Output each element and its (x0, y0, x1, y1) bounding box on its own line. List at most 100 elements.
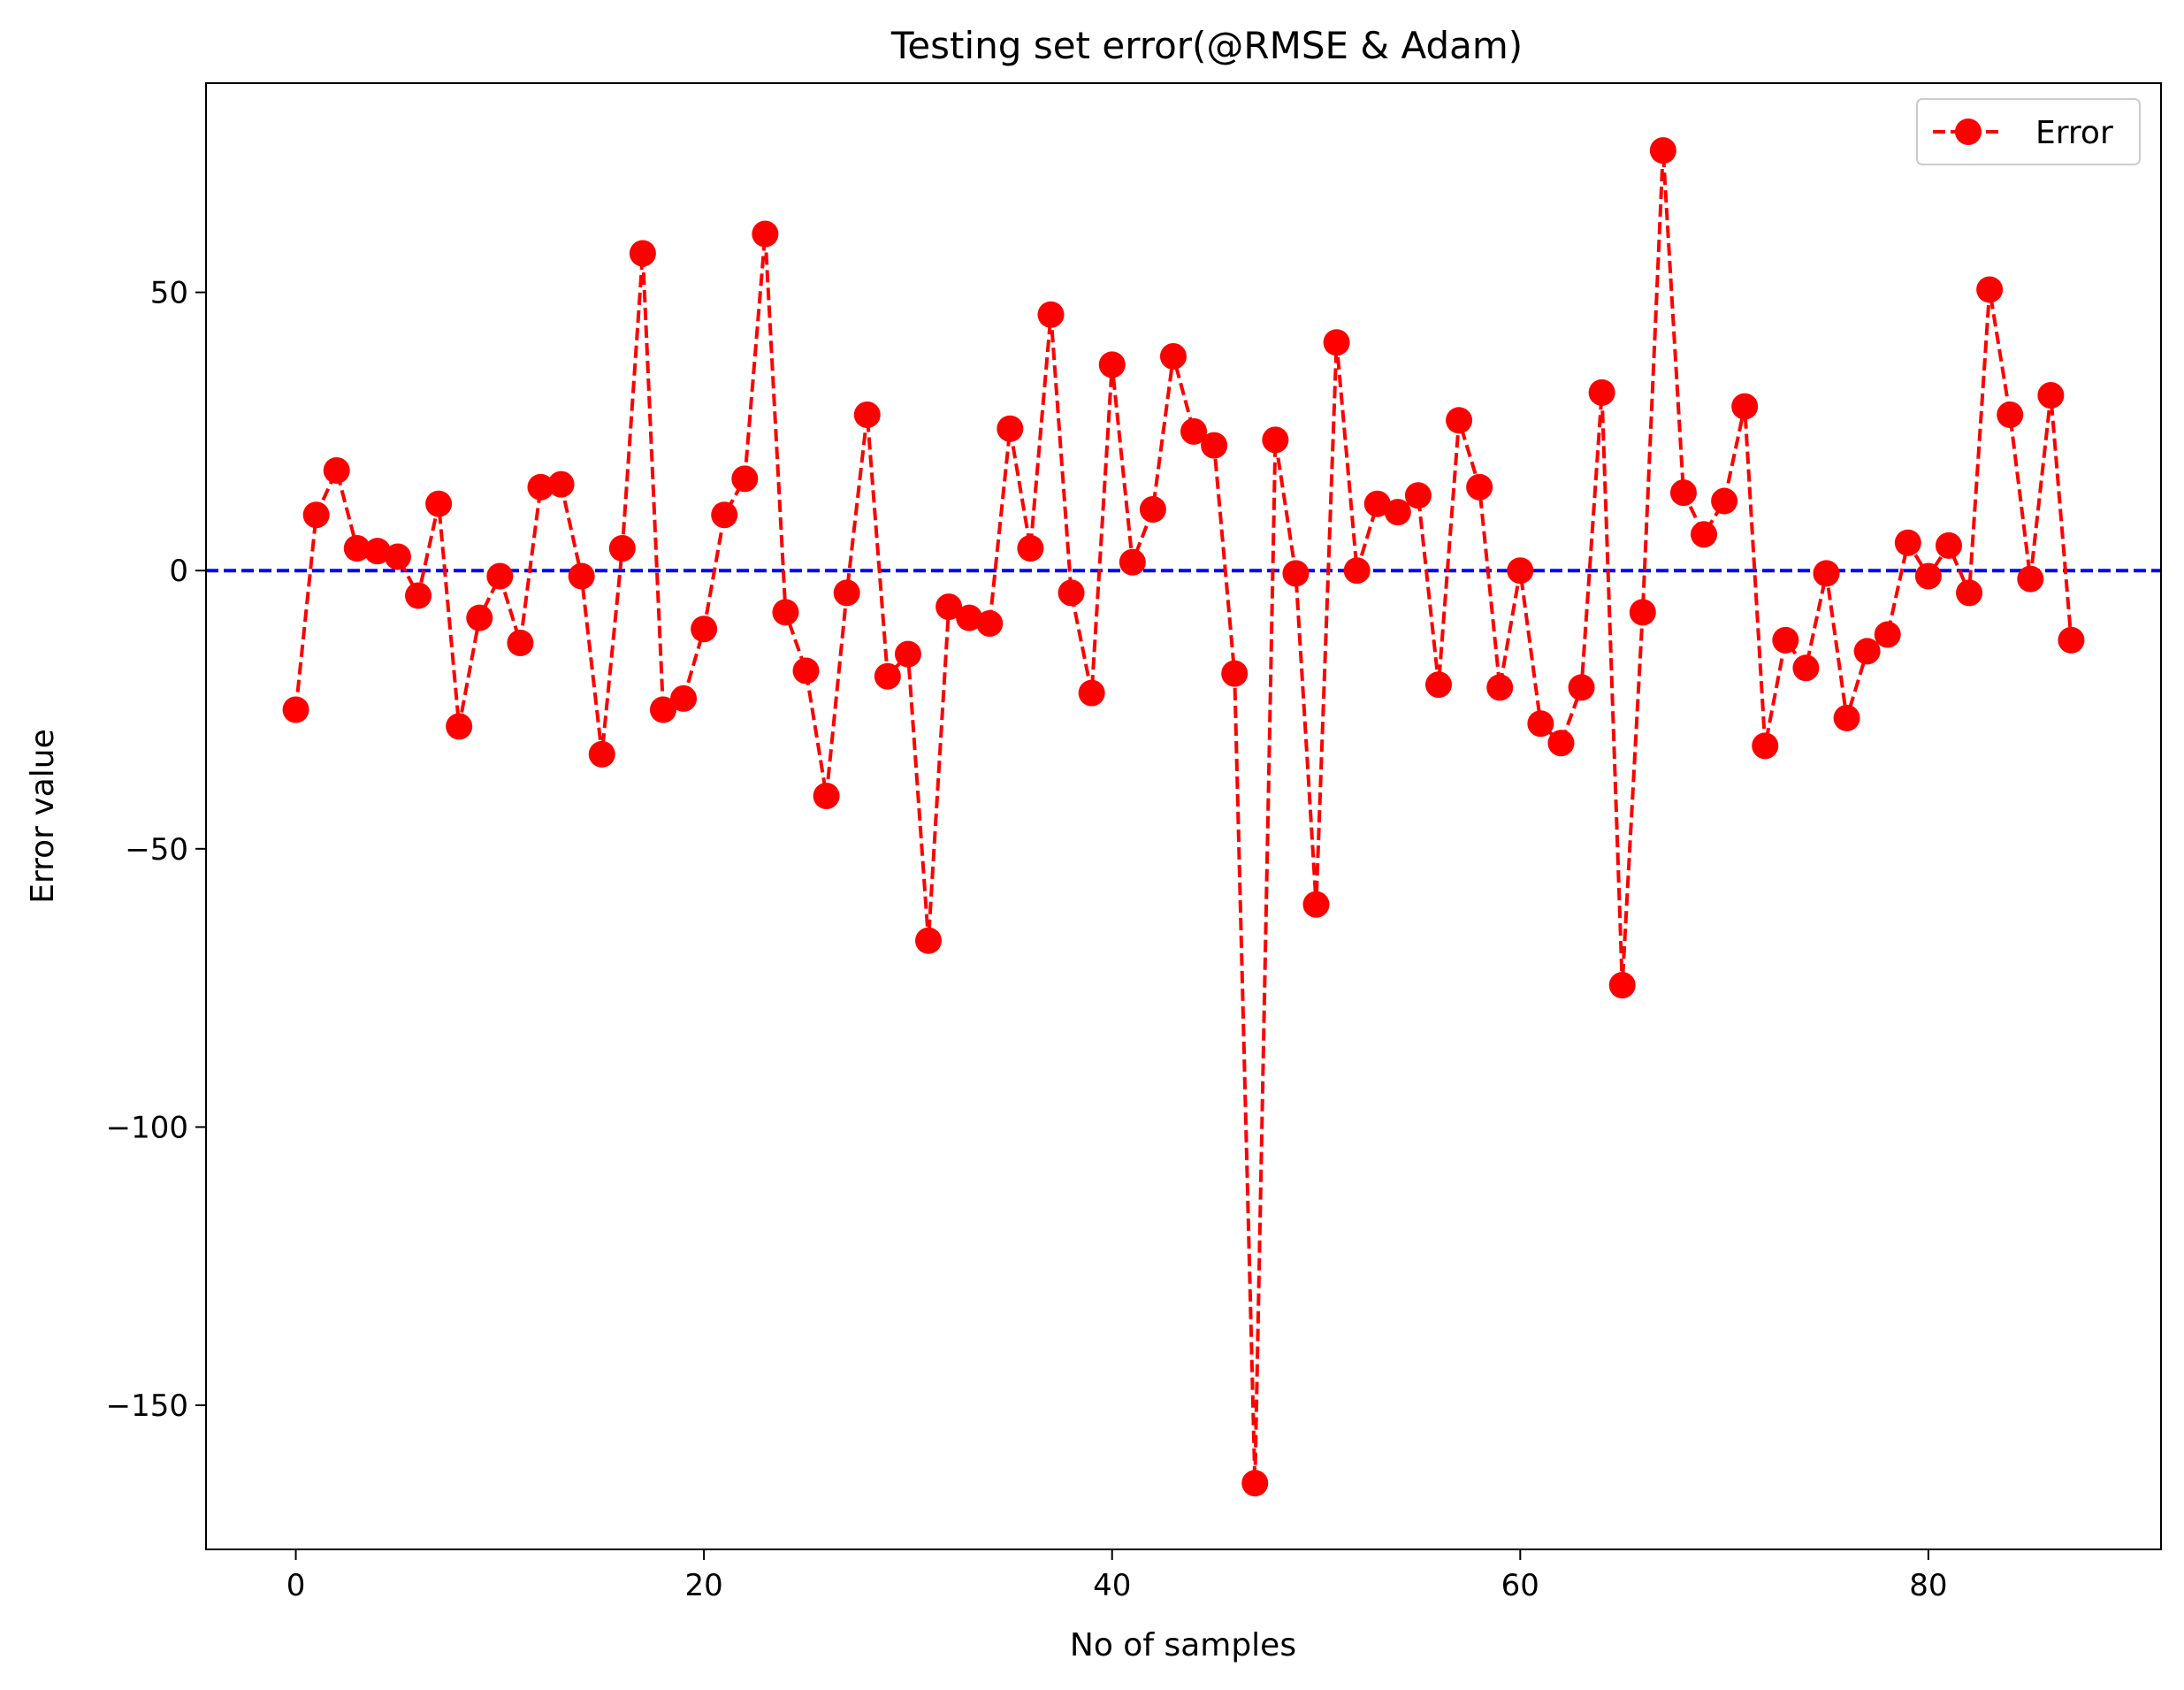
error-point (956, 604, 983, 631)
error-point (527, 473, 554, 501)
error-point (2037, 381, 2065, 409)
error-point (507, 629, 534, 656)
error-point (1017, 535, 1044, 562)
error-point (976, 609, 1004, 637)
error-point (1711, 487, 1738, 515)
x-axis-ticks: 0 20 40 60 80 (286, 1549, 1948, 1603)
error-point (1976, 276, 2004, 303)
error-point (1037, 301, 1065, 328)
error-point (752, 220, 779, 248)
error-point (997, 415, 1024, 442)
error-point (2058, 626, 2085, 654)
error-point (1568, 674, 1595, 701)
error-point (486, 562, 514, 590)
error-point (1098, 351, 1126, 379)
error-point (343, 535, 370, 562)
error-point (1588, 379, 1615, 406)
error-point (1404, 482, 1432, 509)
error-point (792, 657, 820, 684)
error-point (1997, 401, 2024, 429)
error-point (1119, 548, 1146, 576)
error-point (894, 640, 921, 668)
error-point (1507, 557, 1534, 585)
error-point (1813, 560, 1840, 587)
error-point (1752, 732, 1779, 760)
error-point (1180, 417, 1208, 445)
error-point (1853, 638, 1881, 665)
legend: Error (1916, 98, 2141, 165)
error-point (1323, 329, 1350, 356)
error-point (323, 456, 350, 484)
error-point (629, 240, 656, 267)
error-point (1731, 393, 1759, 420)
error-point (1139, 495, 1166, 523)
error-point (1691, 521, 1718, 548)
x-tick-label: 40 (1093, 1568, 1131, 1603)
x-axis-title: No of samples (1070, 1627, 1296, 1663)
error-point (1241, 1470, 1269, 1497)
error-point (425, 490, 453, 517)
plot-layer (206, 137, 2161, 1497)
error-point (1629, 599, 1656, 626)
x-tick-label: 0 (286, 1568, 306, 1603)
error-point (568, 562, 595, 590)
error-point (1384, 499, 1411, 526)
error-point (446, 713, 473, 740)
error-point (833, 579, 860, 607)
error-point (935, 593, 963, 621)
error-point (813, 783, 840, 810)
error-point (1058, 579, 1085, 607)
legend-label: Error (2035, 115, 2113, 151)
error-point (874, 662, 901, 690)
error-point (1649, 137, 1676, 164)
error-point (670, 684, 698, 712)
error-point (302, 501, 330, 529)
error-point (282, 696, 309, 723)
error-point (1792, 654, 1820, 682)
error-point (608, 535, 636, 562)
error-point (1935, 531, 1962, 559)
error-point (1343, 557, 1371, 585)
y-axis-title: Error value (25, 729, 61, 904)
error-point (1956, 579, 1983, 607)
error-point (405, 582, 432, 609)
error-point (853, 401, 881, 429)
error-point (2017, 565, 2044, 593)
y-tick-label: 50 (150, 276, 188, 311)
error-point (1527, 710, 1554, 738)
error-point (1262, 426, 1289, 454)
error-point (363, 538, 391, 565)
error-point (1363, 490, 1391, 517)
error-point (1669, 479, 1697, 507)
error-point (588, 740, 615, 768)
error-point (1282, 560, 1310, 587)
chart-title: Testing set error(@RMSE & Adam) (890, 24, 1523, 67)
x-tick-label: 80 (1909, 1568, 1947, 1603)
error-point (1221, 660, 1249, 687)
error-point (1547, 730, 1575, 757)
y-tick-label: −100 (106, 1110, 188, 1145)
error-point (731, 465, 759, 493)
error-point (1772, 626, 1799, 654)
error-point (466, 604, 493, 631)
y-tick-label: −50 (125, 832, 188, 868)
legend-marker-sample (1955, 119, 1982, 145)
error-point (1302, 891, 1330, 918)
legend-box (1916, 98, 2141, 165)
error-point (1894, 529, 1921, 556)
error-point (384, 543, 411, 570)
error-point (649, 696, 676, 723)
error-point (1446, 407, 1473, 434)
plot-frame (205, 82, 2162, 1550)
error-point (1159, 342, 1187, 370)
error-point (1914, 562, 1942, 590)
error-point (1874, 621, 1901, 648)
y-axis-ticks: −150 −100 −50 0 50 (106, 276, 206, 1424)
error-point (1466, 473, 1493, 501)
x-tick-label: 20 (685, 1568, 723, 1603)
error-point (1486, 674, 1514, 701)
y-tick-label: −150 (106, 1388, 188, 1424)
x-tick-label: 60 (1501, 1568, 1539, 1603)
